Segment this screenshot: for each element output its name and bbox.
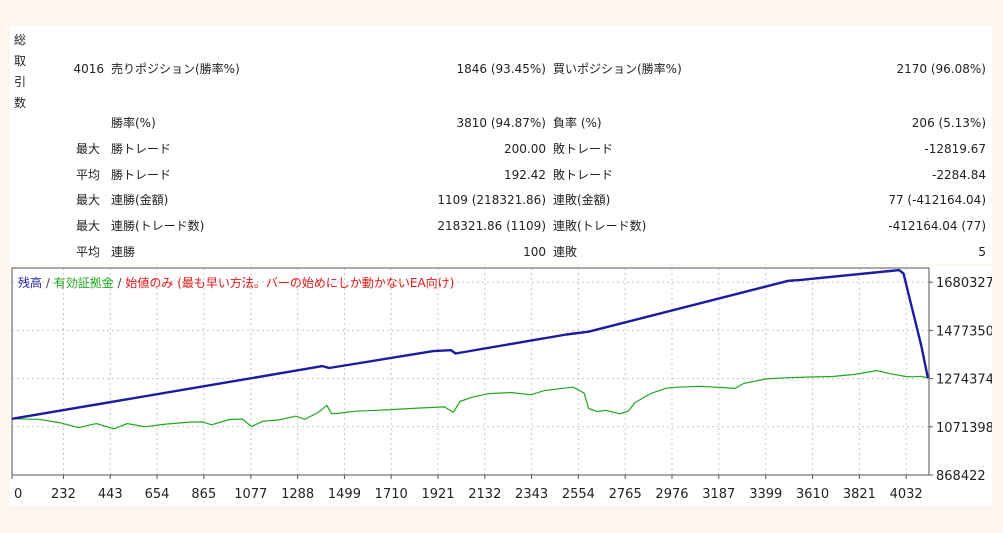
x-tick-label: 4032 [890, 487, 923, 502]
row-prefix: 平均 [76, 245, 101, 259]
y-axis-labels: 1680327 1477350 1274374 1071398 868422 [929, 276, 994, 484]
row-value-win: 218321.86 (1109) [437, 219, 546, 233]
x-tick-label: 3187 [702, 487, 735, 502]
total-trades-value: 4016 [73, 62, 104, 76]
row-value-loss: -2284.84 [932, 168, 986, 182]
row-prefix: 最大 [76, 142, 101, 156]
row-label-loss: 負率 (%) [553, 116, 602, 130]
report-panel: 総取引数 4016 売りポジション(勝率%) 1846 (93.45%) 買いポ… [10, 26, 992, 264]
total-trades-vertical-label: 総取引数 [14, 33, 27, 110]
balance-equity-chart: 残高 / 有効証拠金 / 始値のみ (最も早い方法。バーの始めにしか動かないEA… [11, 267, 994, 502]
row-label-loss: 敗トレード [553, 168, 614, 182]
row-label-win: 連勝 [111, 245, 136, 259]
row-prefix: 最大 [76, 219, 101, 233]
y-tick-label: 1274374 [936, 373, 992, 388]
x-tick-label: 865 [191, 487, 216, 502]
x-tick-label: 0 [14, 487, 22, 502]
y-tick-label: 1680327 [936, 276, 992, 291]
row-label-loss: 連敗 [553, 245, 578, 259]
row-value-loss: -12819.67 [924, 142, 986, 156]
plot-frame [11, 267, 930, 476]
row-value-win: 192.42 [504, 168, 546, 182]
chart-legend: 残高 / 有効証拠金 / 始値のみ (最も早い方法。バーの始めにしか動かないEA… [18, 275, 454, 290]
chart-panel: 残高 / 有効証拠金 / 始値のみ (最も早い方法。バーの始めにしか動かないEA… [10, 266, 994, 506]
x-tick-label: 3821 [843, 487, 876, 502]
legend-separator-1: / [42, 276, 54, 290]
legend-note: 始値のみ (最も早い方法。バーの始めにしか動かないEA向け) [125, 275, 454, 290]
row-value-win: 1109 (218321.86) [437, 193, 546, 207]
y-tick-label: 1071398 [936, 421, 992, 436]
x-tick-label: 654 [145, 487, 170, 502]
x-tick-label: 3610 [796, 487, 829, 502]
x-tick-label: 2343 [515, 487, 548, 502]
row-value-loss: 77 (-412164.04) [888, 193, 986, 207]
x-tick-label: 443 [98, 487, 123, 502]
row-label-loss: 連敗(トレード数) [553, 219, 647, 233]
legend-balance: 残高 [18, 275, 42, 290]
legend-separator-2: / [114, 276, 126, 290]
x-tick-label: 1288 [281, 487, 314, 502]
x-tick-label: 2765 [609, 487, 642, 502]
row-label-win: 勝トレード [111, 168, 172, 182]
x-tick-label: 2976 [655, 487, 688, 502]
row-prefix: 最大 [76, 193, 101, 207]
x-tick-label: 1710 [375, 487, 408, 502]
row-value-loss: 5 [978, 245, 986, 259]
row-prefix: 平均 [76, 168, 101, 182]
x-tick-label: 2132 [468, 487, 501, 502]
sell-positions-label: 売りポジション(勝率%) [111, 62, 240, 76]
y-tick-label: 868422 [936, 469, 986, 484]
x-tick-label: 2554 [562, 487, 595, 502]
row-label-win: 連勝(金額) [111, 193, 169, 207]
row-value-win: 3810 (94.87%) [456, 116, 546, 130]
row-value-loss: 206 (5.13%) [911, 116, 986, 130]
y-tick-label: 1477350 [936, 324, 992, 339]
row-value-win: 200.00 [504, 142, 546, 156]
row-label-win: 勝率(%) [111, 116, 156, 130]
balance-line [11, 268, 930, 420]
sell-positions-value: 1846 (93.45%) [456, 62, 546, 76]
x-tick-label: 232 [51, 487, 76, 502]
chart-series [11, 268, 930, 430]
buy-positions-value: 2170 (96.08%) [896, 62, 986, 76]
row-label-loss: 敗トレード [553, 142, 614, 156]
row-label-win: 勝トレード [111, 142, 172, 156]
chart-grid [11, 268, 929, 476]
x-tick-label: 1921 [421, 487, 454, 502]
buy-positions-label: 買いポジション(勝率%) [553, 62, 682, 76]
row-label-win: 連勝(トレード数) [111, 219, 205, 233]
legend-equity: 有効証拠金 [54, 275, 114, 290]
x-tick-label: 3399 [749, 487, 782, 502]
row-value-win: 100 [523, 245, 546, 259]
equity-line [11, 369, 929, 430]
x-tick-label: 1077 [234, 487, 267, 502]
x-tick-label: 1499 [328, 487, 361, 502]
row-label-loss: 連敗(金額) [553, 193, 611, 207]
x-axis-labels: 0 232 443 654 865 1077 1288 1499 1710 1921 2132 234… [11, 475, 923, 502]
row-value-loss: -412164.04 (77) [888, 219, 986, 233]
